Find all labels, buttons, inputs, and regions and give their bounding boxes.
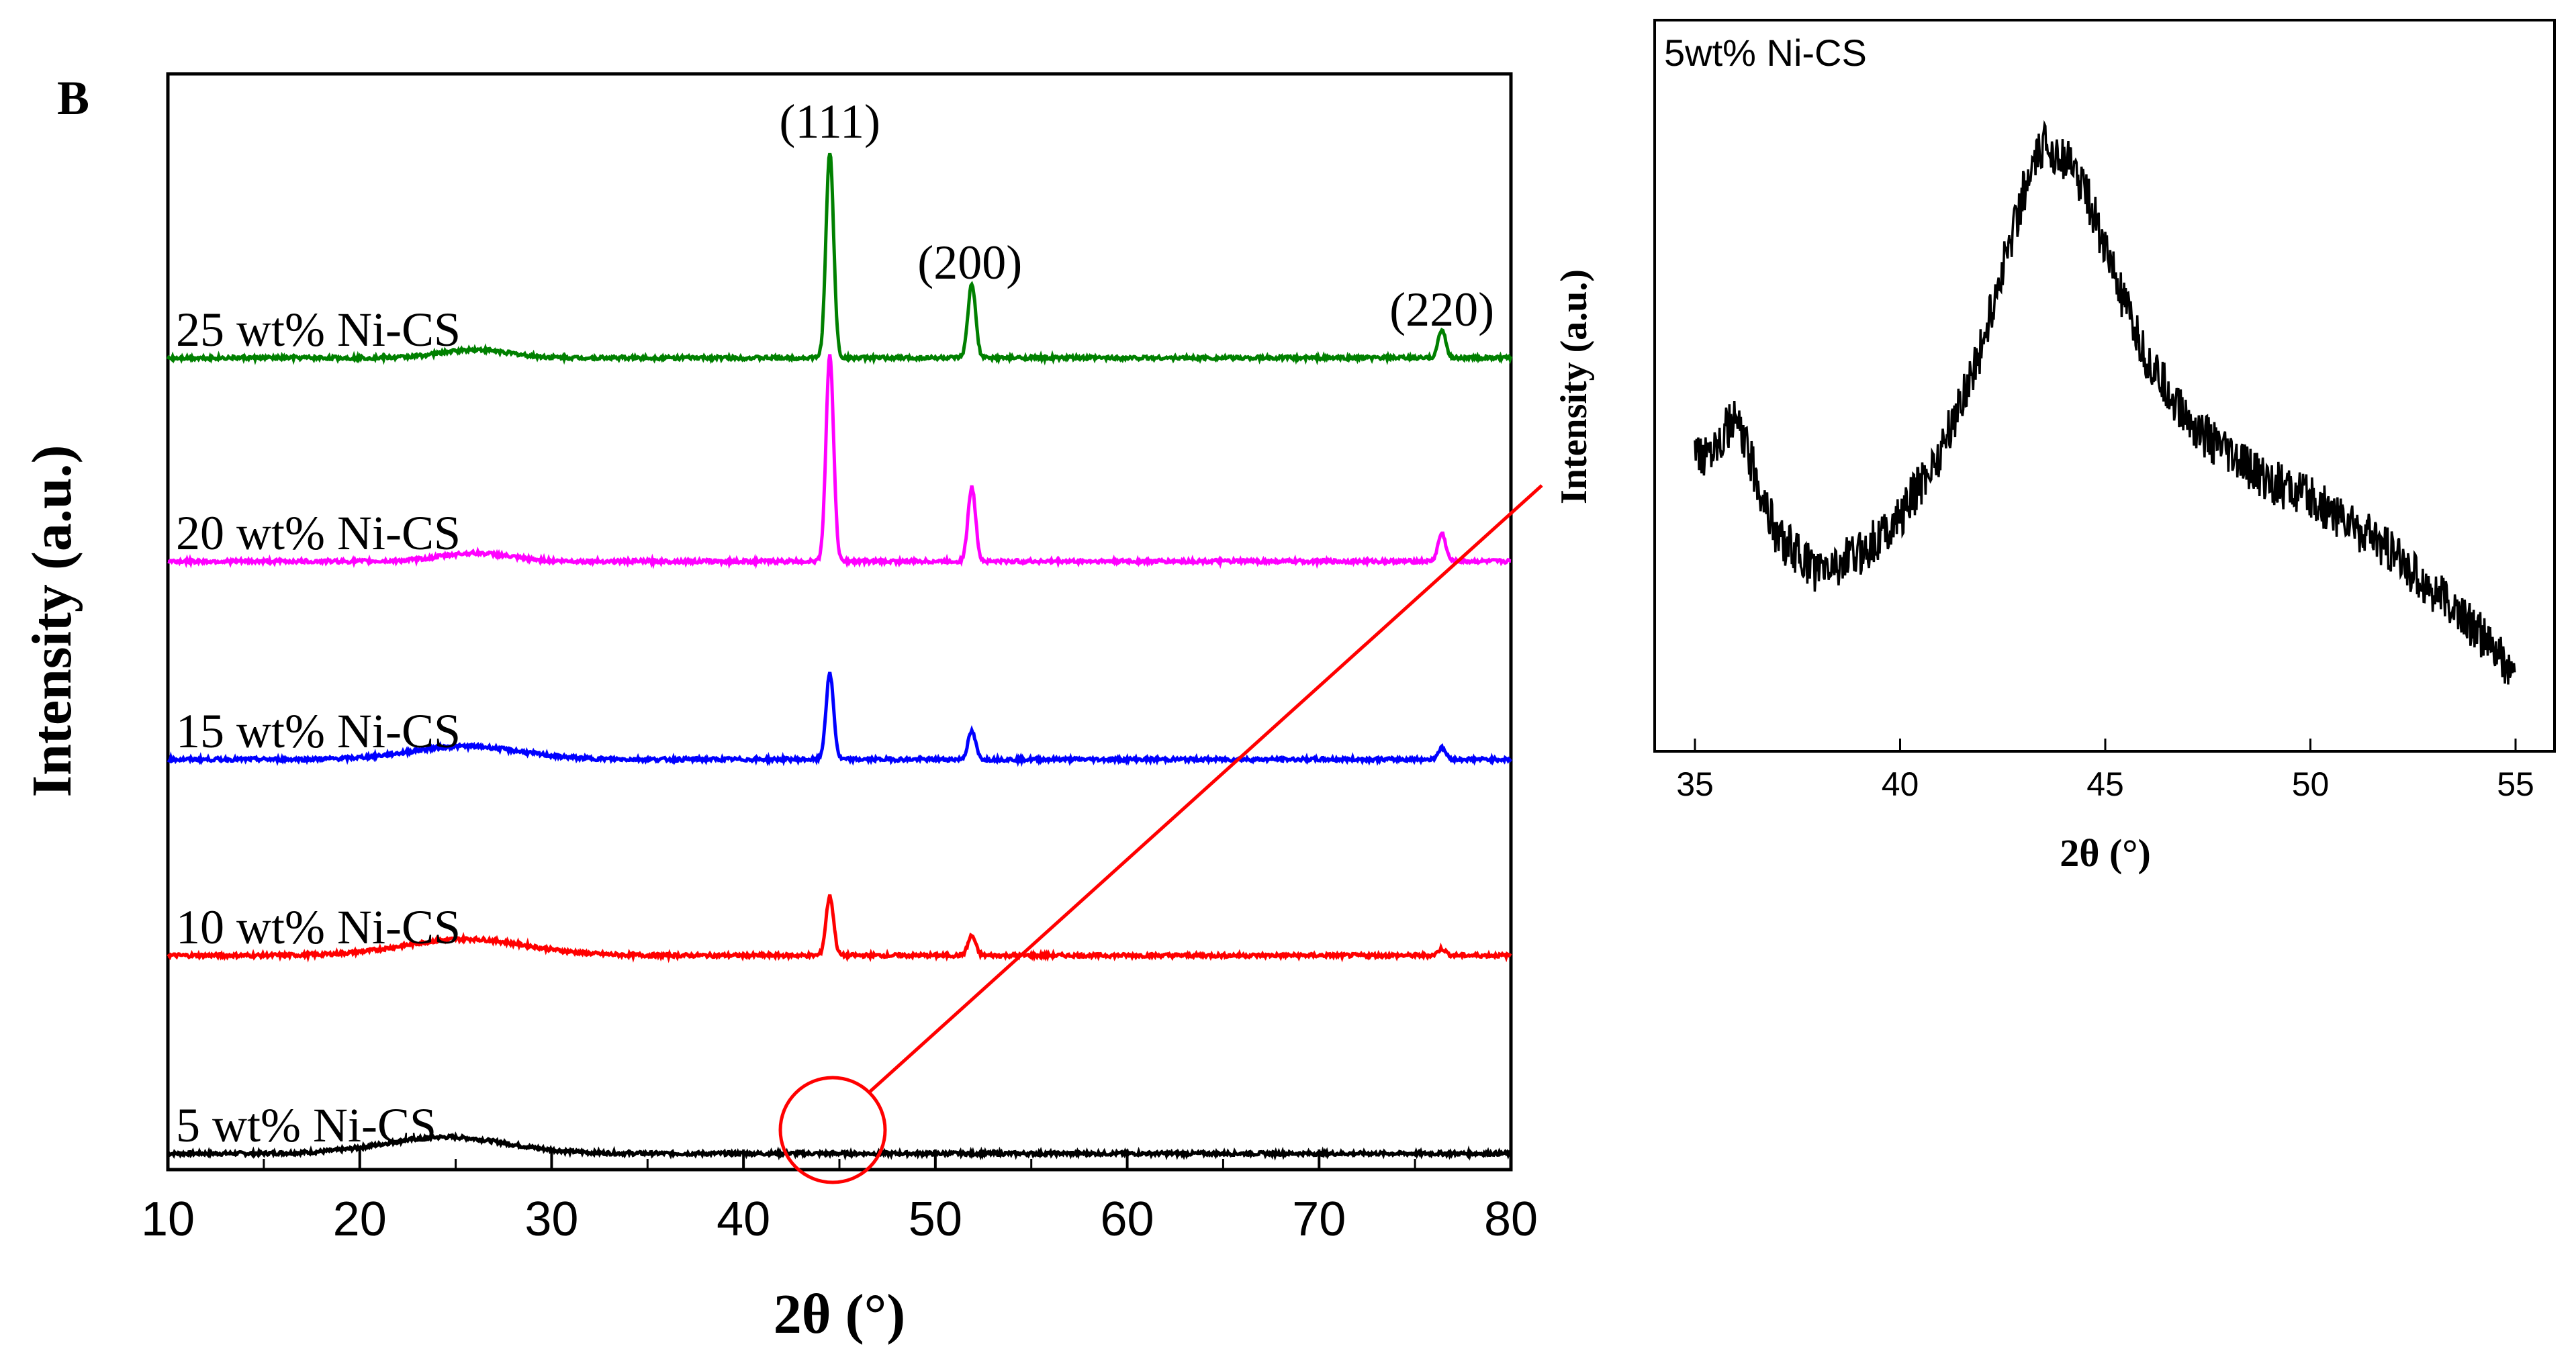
series-line-5: [166, 152, 1513, 366]
main-x-axis-label: 2θ (°): [774, 1283, 905, 1346]
main-traces: [166, 152, 1513, 1161]
main-x-tick-label-8: 80: [1484, 1192, 1538, 1246]
series-line-3: [167, 671, 1512, 767]
zoom-highlight-circle: [778, 1076, 887, 1184]
main-x-tick-label-4: 40: [717, 1192, 770, 1246]
series-line-2: [167, 894, 1512, 963]
series-label-4: 20 wt% Ni-CS: [176, 506, 461, 560]
main-x-tick-label-6: 60: [1101, 1192, 1154, 1246]
panel-label: B: [57, 71, 89, 125]
main-x-tick-label-5: 50: [909, 1192, 962, 1246]
main-x-tick-label-3: 30: [524, 1192, 578, 1246]
main-x-tick-label-1: 10: [141, 1192, 195, 1246]
main-plot-frame: [166, 72, 1513, 1172]
zoom-connector-line: [867, 484, 1543, 1094]
peak-label-3: (220): [1389, 283, 1494, 336]
main-peak-labels: (111) (200) (220): [779, 95, 1494, 336]
inset-x-ticks: 35 40 45 50 55: [1676, 739, 2534, 803]
series-label-5: 25 wt% Ni-CS: [176, 303, 461, 357]
main-x-tick-label-7: 70: [1292, 1192, 1346, 1246]
inset-x-tick-label-1: 35: [1676, 765, 1714, 803]
inset-x-axis-label: 2θ (°): [2060, 831, 2151, 875]
inset-x-tick-label-4: 50: [2292, 765, 2330, 803]
inset-x-tick-label-2: 40: [1882, 765, 1919, 803]
inset-x-tick-label-3: 45: [2086, 765, 2124, 803]
main-y-axis-label: Intensity (a.u.): [21, 444, 83, 797]
inset-trace-5wt: [1694, 120, 2516, 685]
main-chart: B 5 wt% Ni-CS 10 wt% Ni-CS 15 wt% Ni-CS 20 …: [21, 71, 1543, 1346]
main-series-labels: 5 wt% Ni-CS 10 wt% Ni-CS 15 wt% Ni-CS 20 wt…: [176, 303, 461, 1152]
series-label-1: 5 wt% Ni-CS: [176, 1098, 436, 1152]
main-x-tick-label-2: 20: [333, 1192, 387, 1246]
inset-title: 5wt% Ni-CS: [1664, 32, 1867, 74]
inset-plot-frame: [1653, 19, 2556, 753]
series-line-4: [167, 354, 1512, 569]
peak-label-2: (200): [917, 236, 1022, 289]
series-label-2: 10 wt% Ni-CS: [176, 900, 461, 954]
main-x-ticks: 10 20 30 40 50 60 70 80: [141, 1149, 1538, 1246]
inset-chart: 5wt% Ni-CS 35 40 45 50 55 2θ (°) Intensity (…: [1553, 19, 2556, 875]
peak-label-1: (111): [779, 95, 880, 148]
inset-y-axis-label: Intensity (a.u.): [1553, 269, 1595, 504]
inset-x-tick-label-5: 55: [2497, 765, 2534, 803]
series-line-1: [167, 1131, 1513, 1161]
series-label-3: 15 wt% Ni-CS: [176, 704, 461, 758]
